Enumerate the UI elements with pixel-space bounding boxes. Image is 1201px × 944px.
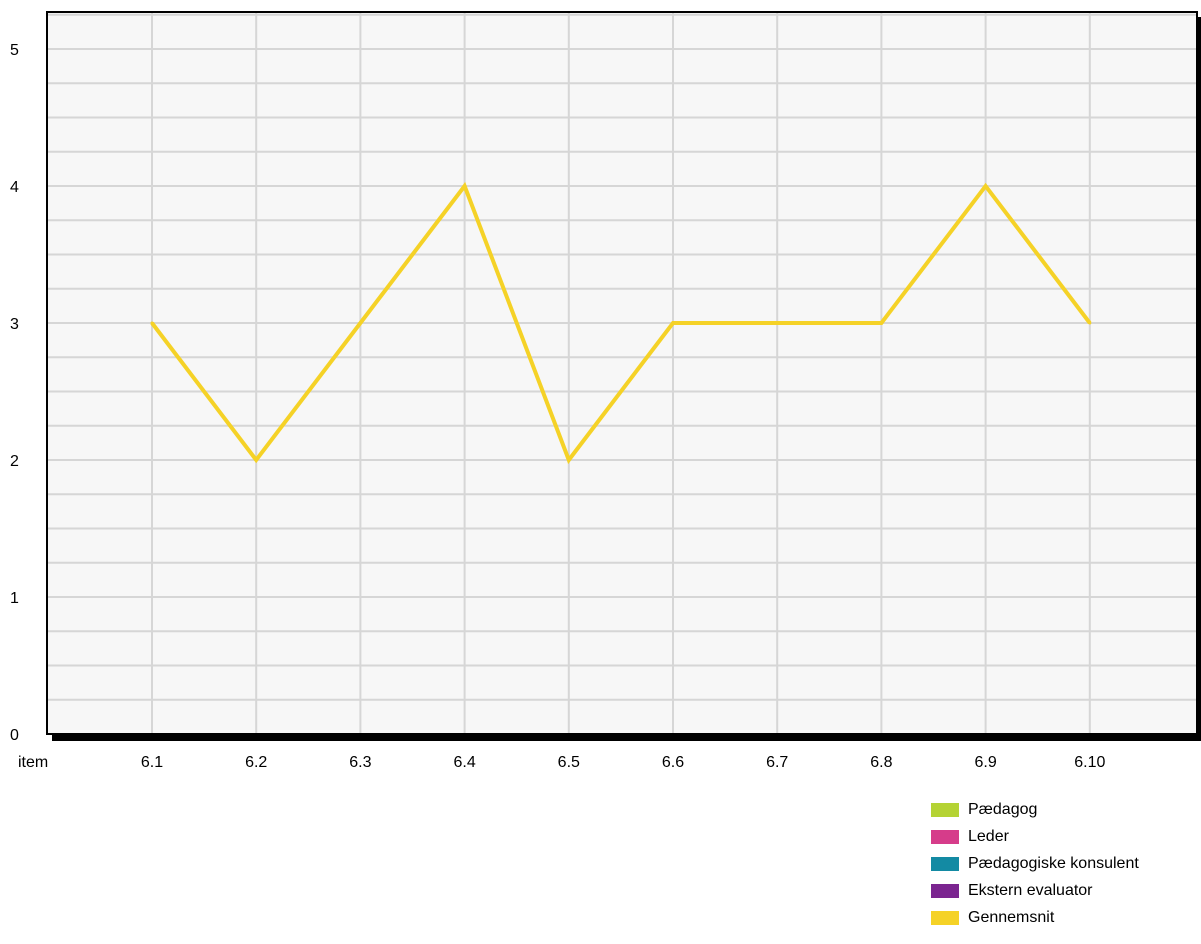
x-tick-label: 6.8: [870, 754, 892, 771]
y-tick-label: 0: [10, 727, 19, 744]
x-tick-label: 6.9: [974, 754, 996, 771]
series-lines: [150, 181, 1092, 465]
series-line: [150, 181, 1092, 465]
y-tick-label: 1: [10, 590, 19, 607]
legend-swatch: [931, 829, 959, 844]
line-chart: 6.1 6.2 6.3 6.4 6.5 6.6 6.7 6.8 6.9 6.10 0 1 2 3 4 5 i…: [10, 11, 1201, 771]
data-point: [150, 321, 154, 325]
legend-label: Ekstern evaluator: [968, 881, 1093, 899]
legend-swatch: [931, 883, 959, 898]
data-point: [463, 184, 467, 188]
y-tick-label: 5: [10, 42, 19, 59]
x-tick-label: 6.7: [766, 754, 788, 771]
x-tick-label: 6.4: [453, 754, 475, 771]
legend-item: Gennemsnit: [931, 904, 1139, 931]
legend: Pædagog Leder Pædagogiske konsulent Ekstern…: [931, 796, 1139, 931]
data-point: [671, 321, 675, 325]
legend-swatch: [931, 802, 959, 817]
x-tick-label: 6.10: [1074, 754, 1105, 771]
y-axis-tick-labels: 0 1 2 3 4 5: [10, 42, 19, 744]
data-point: [879, 321, 883, 325]
x-tick-label: 6.5: [558, 754, 580, 771]
legend-label: Pædagog: [968, 800, 1038, 818]
legend-label: Pædagogiske konsulent: [968, 854, 1139, 872]
data-point: [775, 321, 779, 325]
plot-area: [46, 11, 1198, 735]
legend-swatch: [931, 856, 959, 871]
y-tick-label: 2: [10, 453, 19, 470]
legend-swatch: [931, 910, 959, 925]
legend-label: Leder: [968, 827, 1009, 845]
legend-label: Gennemsnit: [968, 908, 1055, 926]
legend-item: Ekstern evaluator: [931, 877, 1139, 904]
data-point: [567, 458, 571, 462]
x-tick-label: 6.1: [141, 754, 163, 771]
data-point: [984, 184, 988, 188]
legend-item: Leder: [931, 823, 1139, 850]
data-point: [1088, 321, 1092, 325]
x-axis-tick-labels: 6.1 6.2 6.3 6.4 6.5 6.6 6.7 6.8 6.9 6.10: [141, 754, 1106, 771]
x-tick-label: 6.6: [662, 754, 684, 771]
x-tick-label: 6.2: [245, 754, 267, 771]
data-point: [254, 458, 258, 462]
y-tick-label: 3: [10, 316, 19, 333]
y-tick-label: 4: [10, 179, 19, 196]
x-tick-label: 6.3: [349, 754, 371, 771]
legend-item: Pædagog: [931, 796, 1139, 823]
x-axis-label: item: [18, 754, 48, 771]
data-point: [358, 321, 362, 325]
legend-item: Pædagogiske konsulent: [931, 850, 1139, 877]
